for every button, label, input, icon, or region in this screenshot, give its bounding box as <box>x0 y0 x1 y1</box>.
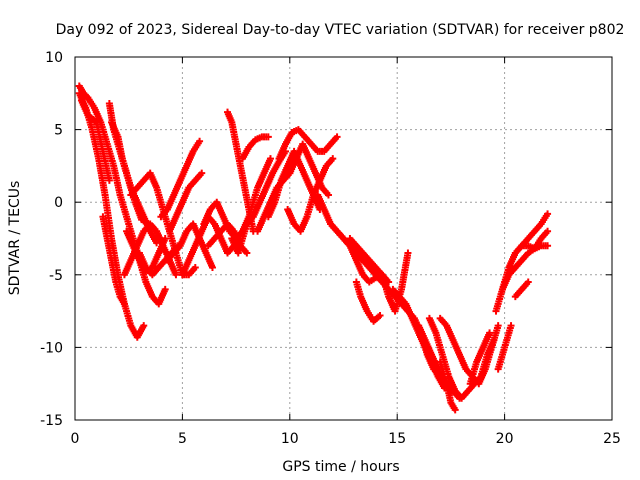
satellite-track-36 <box>436 314 502 388</box>
satellite-track-13 <box>163 220 216 272</box>
x-tick-label: 0 <box>71 431 80 447</box>
data-point <box>161 235 169 242</box>
y-tick-label: -15 <box>40 413 63 429</box>
data-point <box>329 155 337 163</box>
tick-labels: 0 5 10 15 20 25 -15 -10 -5 0 5 10 <box>40 50 621 447</box>
data-point <box>333 133 341 141</box>
x-tick-label: 15 <box>388 431 406 447</box>
y-tick-label: 0 <box>54 195 63 211</box>
satellite-track-22 <box>264 147 324 221</box>
data-point <box>191 264 199 272</box>
data-point <box>324 191 332 199</box>
satellite-track-38 <box>494 322 515 373</box>
data-point <box>140 322 148 330</box>
data-point <box>120 300 128 308</box>
data-point <box>376 311 384 319</box>
data-point <box>172 271 180 279</box>
satellite-track-12 <box>166 169 206 235</box>
satellite-track-23 <box>275 126 341 163</box>
data-point <box>544 227 552 235</box>
satellite-track-19 <box>239 133 272 163</box>
plot-frame <box>74 56 613 421</box>
satellite-track-42 <box>518 210 552 250</box>
y-tick-label: 5 <box>54 123 63 139</box>
data-point <box>208 264 216 272</box>
x-tick-label: 10 <box>281 431 299 447</box>
x-tick-label: 25 <box>603 431 621 447</box>
data-point <box>266 155 274 163</box>
x-axis-label: GPS time / hours <box>282 459 399 475</box>
data-marks <box>75 82 552 414</box>
data-point <box>198 169 206 177</box>
satellite-track-18 <box>228 155 274 257</box>
satellite-track-37 <box>466 329 494 388</box>
satellite-track-35 <box>436 358 459 414</box>
data-point <box>264 133 272 141</box>
data-point <box>196 137 204 145</box>
data-point <box>161 285 169 293</box>
satellite-track-25 <box>286 140 332 199</box>
data-point <box>544 242 552 250</box>
satellite-track-24 <box>284 155 337 235</box>
data-point <box>524 278 532 286</box>
data-point <box>243 249 251 257</box>
data-point <box>494 322 502 330</box>
data-point <box>544 210 552 218</box>
data-point <box>105 176 113 184</box>
satellite-track-3 <box>77 97 113 184</box>
satellite-track-30 <box>378 249 412 315</box>
y-tick-label: -10 <box>40 340 63 356</box>
satellite-track-29 <box>352 278 384 325</box>
y-tick-label: 10 <box>45 50 63 66</box>
data-point <box>451 406 459 414</box>
data-point <box>486 329 494 337</box>
satellite-track-41 <box>511 278 532 301</box>
axis-ticks <box>74 56 613 421</box>
y-axis-label: SDTVAR / TECUs <box>7 181 23 296</box>
data-point <box>507 322 515 330</box>
satellite-track-4 <box>99 213 128 308</box>
satellite-track-40 <box>498 227 552 293</box>
data-point <box>404 249 412 257</box>
chart-title: Day 092 of 2023, Sidereal Day-to-day VTE… <box>56 22 625 38</box>
y-tick-label: -5 <box>49 268 63 284</box>
x-tick-label: 20 <box>496 431 514 447</box>
x-tick-label: 5 <box>178 431 187 447</box>
satellite-track-1 <box>75 89 148 341</box>
satellite-track-11 <box>157 137 204 221</box>
